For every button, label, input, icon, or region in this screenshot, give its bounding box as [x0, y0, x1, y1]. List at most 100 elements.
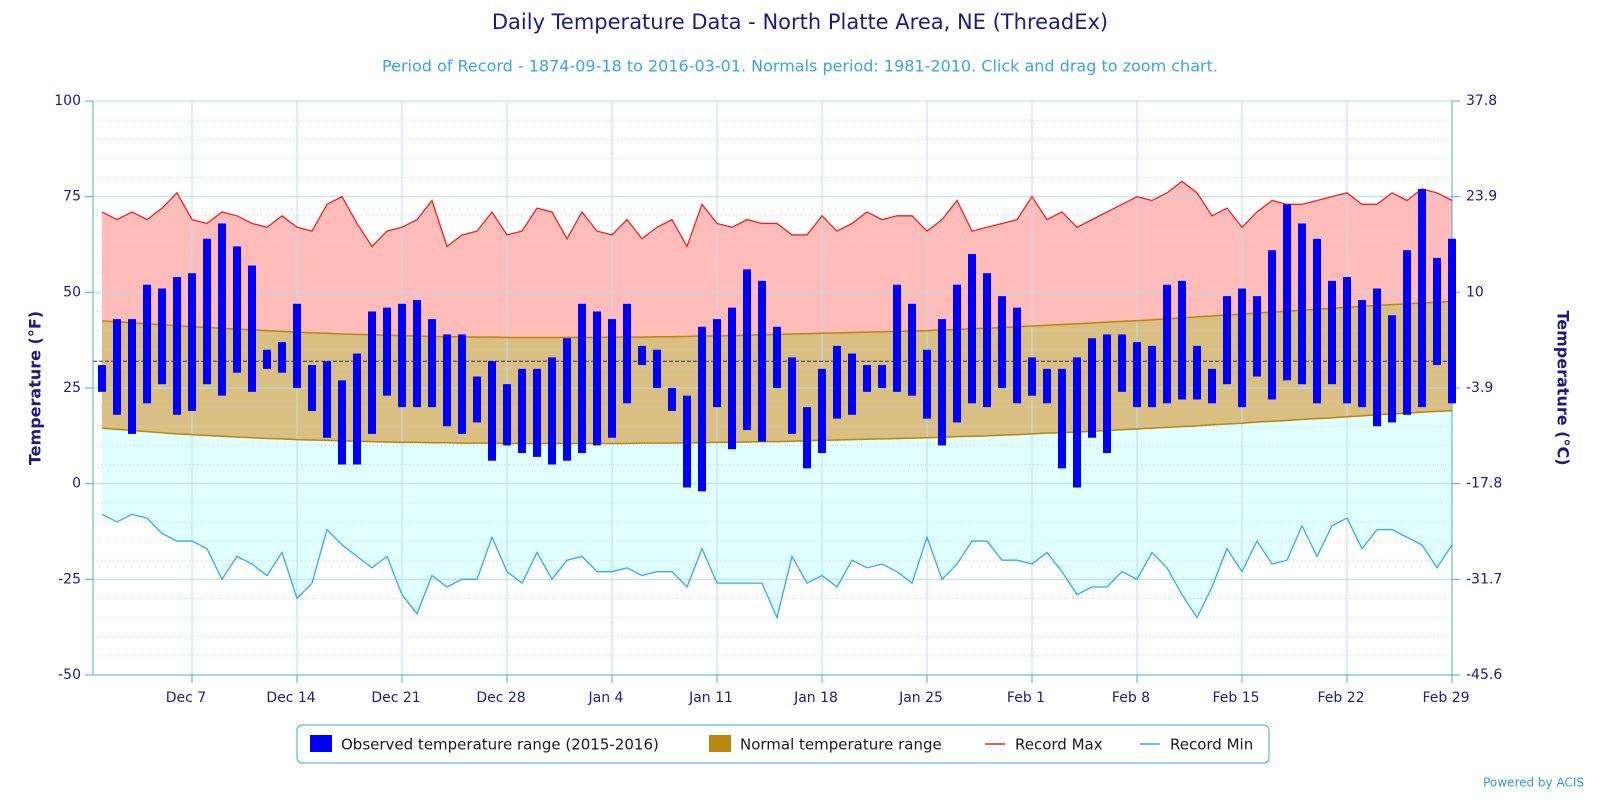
- observed-bar: [608, 319, 616, 438]
- observed-bar: [1148, 345, 1156, 408]
- observed-bar: [1208, 368, 1216, 404]
- x-tick-label: Jan 25: [898, 690, 943, 706]
- y-tick-label: 25: [63, 380, 81, 396]
- y-tick-label: 75: [63, 189, 81, 205]
- observed-bar: [278, 342, 286, 373]
- observed-bar: [953, 284, 961, 423]
- normal-low-line: [101, 409, 1453, 445]
- observed-bar: [113, 319, 121, 415]
- observed-bar: [1088, 338, 1096, 438]
- x-tick-label: Jan 4: [588, 690, 624, 706]
- observed-bar: [833, 345, 841, 419]
- observed-bar: [293, 303, 301, 388]
- record-line: [101, 180, 1453, 248]
- observed-bar: [338, 380, 346, 465]
- y2-tick-label: 37.8: [1466, 93, 1497, 109]
- observed-bar: [128, 319, 136, 434]
- observed-bar: [1133, 342, 1141, 408]
- observed-bar: [1388, 315, 1396, 423]
- observed-bar: [518, 368, 526, 454]
- observed-bar: [1313, 238, 1321, 404]
- legend-symbol: [310, 735, 332, 752]
- x-tick-label: Dec 14: [266, 690, 315, 706]
- observed-bar: [323, 361, 331, 438]
- observed-bar: [218, 223, 226, 396]
- x-tick-label: Feb 1: [1007, 690, 1045, 706]
- observed-bar: [413, 299, 421, 408]
- observed-bar: [758, 280, 766, 442]
- observed-bar: [638, 345, 646, 366]
- observed-bar: [578, 303, 586, 454]
- y-tick-label: 50: [63, 284, 81, 300]
- observed-bar: [1418, 189, 1426, 408]
- y2-tick-label: -45.6: [1466, 667, 1502, 683]
- observed-bar: [1373, 288, 1381, 427]
- observed-bar: [548, 357, 556, 465]
- observed-bar: [1043, 368, 1051, 404]
- observed-bar: [1298, 223, 1306, 385]
- observed-bar: [503, 384, 511, 446]
- observed-bar: [1433, 257, 1441, 366]
- observed-bar: [1328, 280, 1336, 385]
- observed-bar: [158, 288, 166, 385]
- y-tick-label: 100: [54, 93, 81, 109]
- observed-bar: [848, 353, 856, 415]
- x-tick-label: Dec 7: [166, 690, 206, 706]
- observed-bar: [188, 273, 196, 411]
- observed-bar: [1058, 368, 1066, 469]
- observed-bar: [668, 388, 676, 411]
- x-tick-label: Jan 11: [688, 690, 733, 706]
- y2-tick-label: -31.7: [1466, 571, 1502, 587]
- observed-bar: [743, 269, 751, 431]
- observed-bar: [728, 307, 736, 450]
- observed-bar: [1238, 288, 1246, 408]
- observed-bar: [1253, 296, 1261, 377]
- legend-label: Normal temperature range: [740, 736, 942, 754]
- observed-bar: [353, 353, 361, 465]
- observed-bar: [1403, 250, 1411, 415]
- x-tick-label: Dec 21: [371, 690, 420, 706]
- observed-bar: [1448, 238, 1456, 404]
- observed-bar: [803, 407, 811, 469]
- y-tick-label: -25: [58, 571, 81, 587]
- y2-tick-label: 10: [1466, 284, 1484, 300]
- observed-bar: [443, 334, 451, 427]
- observed-bar: [698, 326, 706, 492]
- observed-bar: [593, 311, 601, 446]
- observed-bar: [863, 365, 871, 392]
- observed-bar: [1013, 307, 1021, 404]
- legend-box: [296, 724, 1270, 764]
- observed-bar: [203, 238, 211, 385]
- observed-bar: [893, 284, 901, 392]
- observed-bar: [143, 284, 151, 404]
- observed-bar: [383, 307, 391, 396]
- observed-bar: [923, 349, 931, 419]
- observed-bar: [1118, 334, 1126, 392]
- observed-bar: [173, 277, 181, 415]
- observed-bar: [1163, 284, 1171, 404]
- observed-bar: [983, 273, 991, 408]
- legend-symbol: [709, 735, 731, 752]
- y2-tick-label: -17.8: [1466, 476, 1502, 492]
- observed-bar: [458, 334, 466, 434]
- observed-bar: [1343, 277, 1351, 404]
- y2-tick-label: -3.9: [1466, 380, 1493, 396]
- y-axis-title: Temperature (°F): [26, 311, 45, 465]
- observed-bar: [308, 365, 316, 411]
- observed-bar: [428, 319, 436, 408]
- observed-bar: [1073, 357, 1081, 488]
- chart-title: Daily Temperature Data - North Platte Ar…: [492, 10, 1108, 34]
- y2-axis-title: Temperature (°C): [1554, 310, 1573, 465]
- observed-bar: [488, 361, 496, 461]
- observed-bar: [1223, 296, 1231, 385]
- observed-bar: [713, 319, 721, 408]
- observed-bar: [1358, 299, 1366, 408]
- legend-label: Record Min: [1170, 736, 1253, 754]
- observed-bar: [653, 349, 661, 388]
- x-tick-label: Dec 28: [476, 690, 525, 706]
- observed-bar: [1103, 334, 1111, 454]
- y-tick-label: 0: [72, 476, 81, 492]
- observed-bar: [998, 296, 1006, 388]
- observed-bar: [1268, 250, 1276, 400]
- observed-bar: [1193, 345, 1201, 400]
